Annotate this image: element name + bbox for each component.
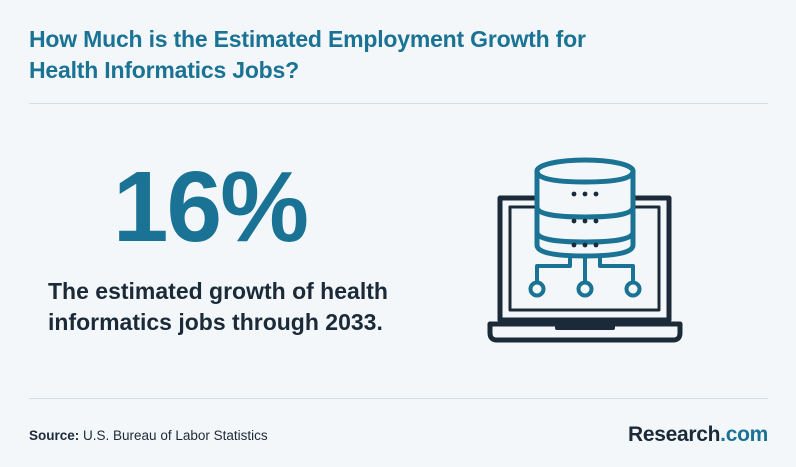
stat-value: 16% <box>112 151 309 263</box>
title-line-1: How Much is the Estimated Employment Gro… <box>29 26 586 52</box>
title-line-2: Health Informatics Jobs? <box>29 57 299 83</box>
source-text: U.S. Bureau of Labor Statistics <box>83 428 268 443</box>
source-label: Source: <box>29 428 80 443</box>
stat-description-line-2: informatics jobs through 2033. <box>48 309 383 335</box>
stat-description-line-1: The estimated growth of health <box>48 278 388 304</box>
brand-logo[interactable]: Research.com <box>628 423 768 447</box>
brand-name: Research <box>628 423 721 446</box>
brand-suffix: .com <box>720 423 768 446</box>
laptop-database-icon <box>485 154 685 350</box>
source-note: Source: U.S. Bureau of Labor Statistics <box>29 428 268 443</box>
network-nodes-icon <box>528 254 642 298</box>
stat-description: The estimated growth of health informati… <box>48 276 408 338</box>
laptop-icon <box>487 195 683 343</box>
page-title: How Much is the Estimated Employment Gro… <box>29 24 649 86</box>
database-icon <box>534 157 636 259</box>
top-divider <box>29 103 768 104</box>
bottom-divider <box>29 398 768 399</box>
